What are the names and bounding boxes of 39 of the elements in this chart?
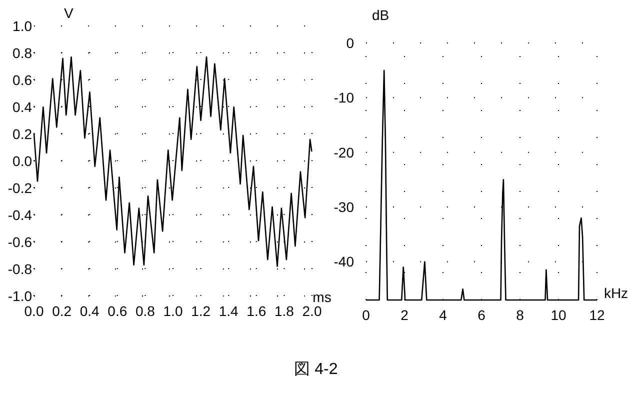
y-tick-label: -10 — [334, 90, 354, 106]
x-tick-label: 1.6 — [246, 303, 266, 319]
y-tick-label: -0.8 — [8, 261, 32, 277]
y-tick-label: -0.2 — [8, 180, 32, 196]
x-tick-label: 1.4 — [218, 303, 239, 319]
y-tick-label: 0.0 — [12, 153, 32, 169]
x-tick-label: 4 — [439, 307, 448, 323]
y-tick-label: 0.6 — [12, 72, 32, 88]
x-axis-title: ms — [312, 289, 332, 305]
y-tick-label: -20 — [334, 144, 354, 160]
y-tick-label: -1.0 — [8, 288, 32, 304]
x-tick-label: 2.0 — [302, 303, 322, 319]
y-axis-title: V — [64, 5, 74, 21]
caption: 図 4-2 — [294, 361, 338, 378]
x-tick-label: 1.0 — [163, 303, 183, 319]
x-tick-label: 0.0 — [24, 303, 44, 319]
x-tick-label: 0.2 — [52, 303, 72, 319]
y-tick-label: 1.0 — [12, 18, 32, 34]
x-tick-label: 10 — [550, 307, 566, 323]
x-axis-title: kHz — [604, 285, 628, 301]
y-tick-label: 0.8 — [12, 45, 32, 61]
x-tick-label: 8 — [516, 307, 524, 323]
y-tick-label: -30 — [334, 199, 354, 216]
y-axis-title: dB — [372, 7, 390, 23]
y-tick-label: 0.2 — [12, 126, 32, 142]
x-tick-label: 1.8 — [274, 303, 294, 319]
x-tick-label: 0.6 — [108, 303, 128, 319]
y-tick-label: -0.6 — [8, 234, 32, 250]
x-tick-label: 0.4 — [80, 303, 100, 319]
x-tick-label: 1.2 — [191, 303, 211, 319]
y-tick-label: 0 — [346, 35, 354, 51]
x-tick-label: 0.8 — [135, 303, 156, 319]
x-tick-label: 6 — [478, 307, 486, 323]
x-tick-label: 0 — [362, 307, 370, 323]
x-tick-label: 12 — [589, 307, 605, 323]
y-tick-label: 0.4 — [12, 99, 32, 115]
y-tick-label: -40 — [334, 254, 354, 270]
y-tick-label: -0.4 — [8, 207, 32, 223]
x-tick-label: 2 — [400, 307, 409, 323]
